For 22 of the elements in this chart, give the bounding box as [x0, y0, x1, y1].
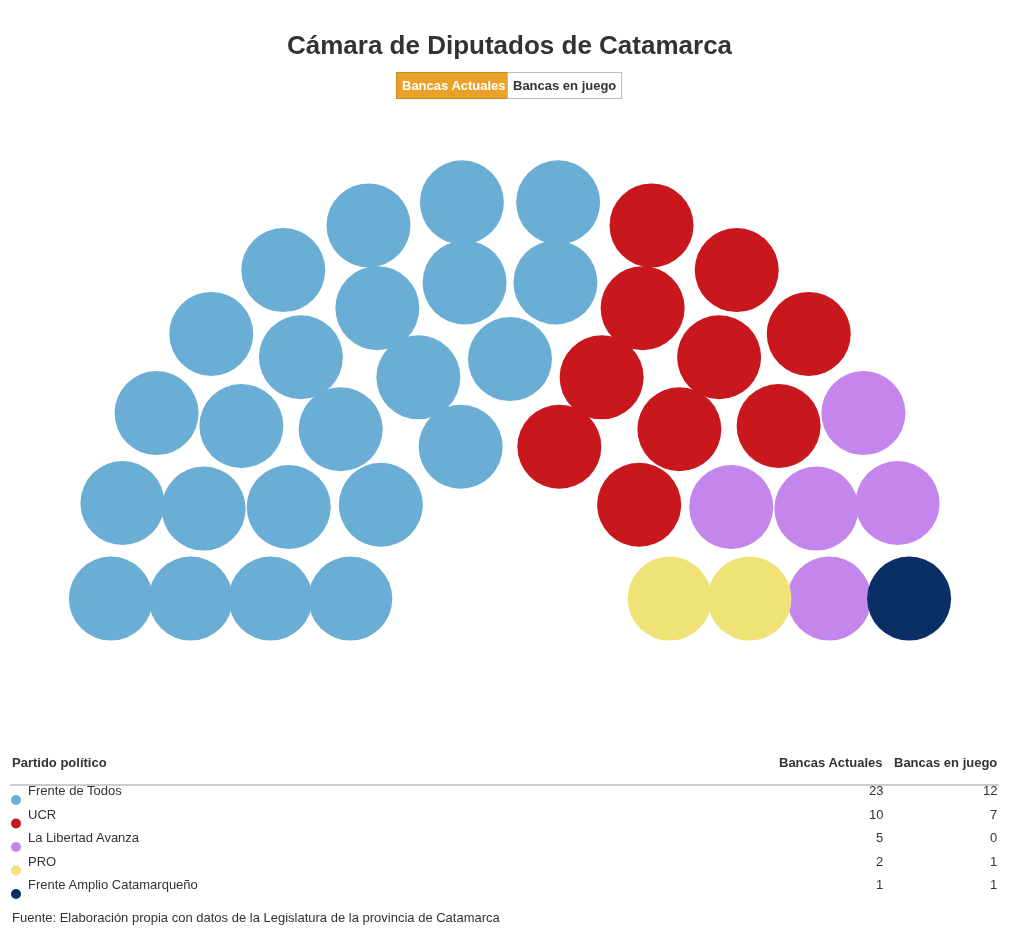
text: Bancas en juego: [513, 78, 617, 93]
data-label: 5: [876, 830, 884, 845]
text: Bancas en juego: [894, 755, 998, 770]
text: Cámara de Diputados de Catamarca: [287, 30, 733, 60]
data-label: 12: [983, 783, 998, 798]
data-label: 23: [869, 783, 884, 798]
text: Bancas Actuales: [779, 755, 883, 770]
data-label: 10: [869, 807, 884, 822]
category-label: Frente Amplio Catamarqueño: [28, 877, 198, 892]
data-label: 1: [990, 854, 998, 869]
category-label: Frente de Todos: [28, 783, 123, 798]
data-label: 2: [876, 854, 884, 869]
category-label: UCR: [28, 807, 57, 822]
data-label: 0: [990, 830, 998, 845]
data-label: 1: [990, 877, 998, 892]
legend-title: Partido político: [12, 755, 107, 770]
category-label: La Libertad Avanza: [28, 830, 140, 845]
text: Bancas Actuales: [402, 78, 506, 93]
source-note: Fuente: Elaboración propia con datos de la Legislatura de la provincia de Catamarca: [12, 910, 501, 925]
data-label: 1: [876, 877, 884, 892]
category-label: PRO: [28, 854, 57, 869]
data-label: 7: [990, 807, 998, 822]
